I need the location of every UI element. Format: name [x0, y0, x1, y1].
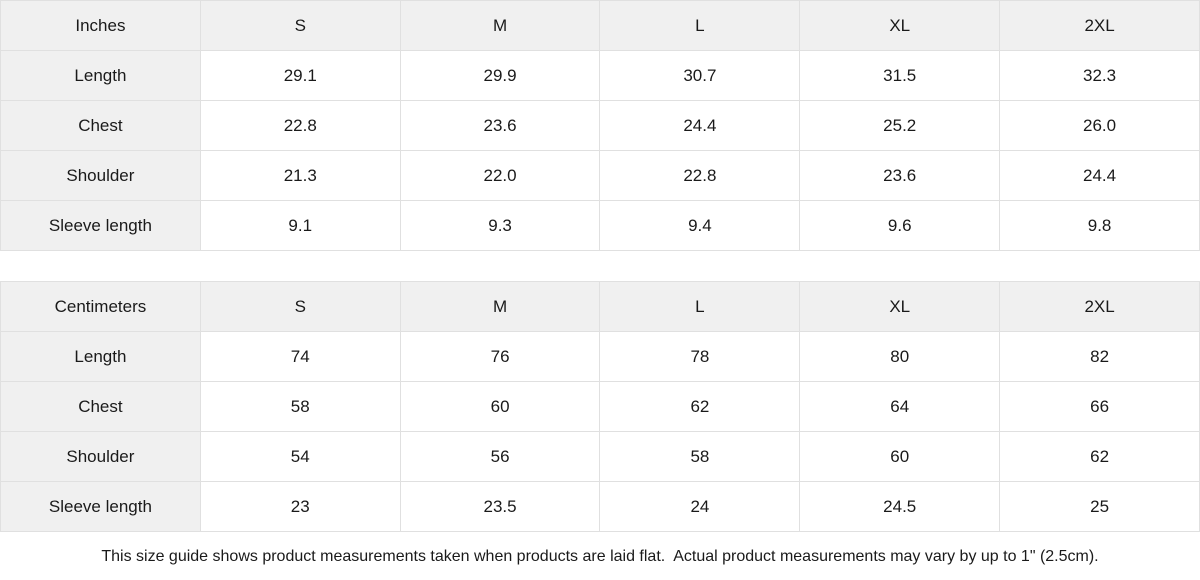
measurement-cell: 82 — [999, 331, 1200, 382]
measurement-cell: 24 — [599, 481, 801, 532]
measurement-cell: 54 — [199, 431, 401, 482]
measurement-cell: 66 — [999, 381, 1200, 432]
unit-header-cell: Centimeters — [0, 281, 201, 332]
row-label-cell: Chest — [0, 100, 201, 151]
measurement-cell: 29.9 — [399, 50, 601, 101]
measurement-cell: 30.7 — [599, 50, 801, 101]
size-column-header: S — [199, 0, 401, 51]
measurement-cell: 24.4 — [599, 100, 801, 151]
table-row: Shoulder 54 56 58 60 62 — [0, 431, 1200, 482]
unit-header-cell: Inches — [0, 0, 201, 51]
row-label-cell: Shoulder — [0, 431, 201, 482]
size-column-header: L — [599, 281, 801, 332]
measurement-cell: 31.5 — [799, 50, 1001, 101]
row-label-cell: Chest — [0, 381, 201, 432]
size-guide-footnote: This size guide shows product measuremen… — [0, 532, 1200, 580]
size-column-header: L — [599, 0, 801, 51]
measurement-cell: 62 — [999, 431, 1200, 482]
size-column-header: S — [199, 281, 401, 332]
measurement-cell: 25 — [999, 481, 1200, 532]
table-header-row: Inches S M L XL 2XL — [0, 0, 1200, 51]
measurement-cell: 29.1 — [199, 50, 401, 101]
measurement-cell: 62 — [599, 381, 801, 432]
measurement-cell: 22.0 — [399, 150, 601, 201]
measurement-cell: 32.3 — [999, 50, 1200, 101]
measurement-cell: 56 — [399, 431, 601, 482]
size-column-header: 2XL — [999, 281, 1200, 332]
table-row: Length 74 76 78 80 82 — [0, 331, 1200, 382]
table-header-row: Centimeters S M L XL 2XL — [0, 281, 1200, 332]
table-gap — [0, 251, 1200, 281]
measurement-cell: 22.8 — [199, 100, 401, 151]
measurement-cell: 26.0 — [999, 100, 1200, 151]
size-column-header: XL — [799, 281, 1001, 332]
table-row: Shoulder 21.3 22.0 22.8 23.6 24.4 — [0, 150, 1200, 201]
measurement-cell: 23.6 — [399, 100, 601, 151]
inches-size-table: Inches S M L XL 2XL Length 29.1 29.9 30.… — [0, 0, 1200, 251]
measurement-cell: 23.5 — [399, 481, 601, 532]
row-label-cell: Length — [0, 50, 201, 101]
table-row: Sleeve length 9.1 9.3 9.4 9.6 9.8 — [0, 200, 1200, 251]
measurement-cell: 74 — [199, 331, 401, 382]
measurement-cell: 9.6 — [799, 200, 1001, 251]
measurement-cell: 24.4 — [999, 150, 1200, 201]
measurement-cell: 80 — [799, 331, 1001, 382]
measurement-cell: 9.8 — [999, 200, 1200, 251]
measurement-cell: 22.8 — [599, 150, 801, 201]
measurement-cell: 23 — [199, 481, 401, 532]
row-label-cell: Sleeve length — [0, 200, 201, 251]
size-column-header: M — [399, 0, 601, 51]
table-row: Sleeve length 23 23.5 24 24.5 25 — [0, 481, 1200, 532]
measurement-cell: 60 — [799, 431, 1001, 482]
centimeters-size-table: Centimeters S M L XL 2XL Length 74 76 78… — [0, 281, 1200, 532]
table-row: Chest 58 60 62 64 66 — [0, 381, 1200, 432]
size-column-header: M — [399, 281, 601, 332]
row-label-cell: Shoulder — [0, 150, 201, 201]
measurement-cell: 58 — [199, 381, 401, 432]
row-label-cell: Sleeve length — [0, 481, 201, 532]
measurement-cell: 78 — [599, 331, 801, 382]
measurement-cell: 24.5 — [799, 481, 1001, 532]
measurement-cell: 64 — [799, 381, 1001, 432]
measurement-cell: 9.4 — [599, 200, 801, 251]
measurement-cell: 23.6 — [799, 150, 1001, 201]
table-row: Length 29.1 29.9 30.7 31.5 32.3 — [0, 50, 1200, 101]
measurement-cell: 9.1 — [199, 200, 401, 251]
measurement-cell: 21.3 — [199, 150, 401, 201]
measurement-cell: 25.2 — [799, 100, 1001, 151]
row-label-cell: Length — [0, 331, 201, 382]
table-row: Chest 22.8 23.6 24.4 25.2 26.0 — [0, 100, 1200, 151]
measurement-cell: 76 — [399, 331, 601, 382]
size-column-header: XL — [799, 0, 1001, 51]
measurement-cell: 60 — [399, 381, 601, 432]
measurement-cell: 58 — [599, 431, 801, 482]
size-column-header: 2XL — [999, 0, 1200, 51]
measurement-cell: 9.3 — [399, 200, 601, 251]
